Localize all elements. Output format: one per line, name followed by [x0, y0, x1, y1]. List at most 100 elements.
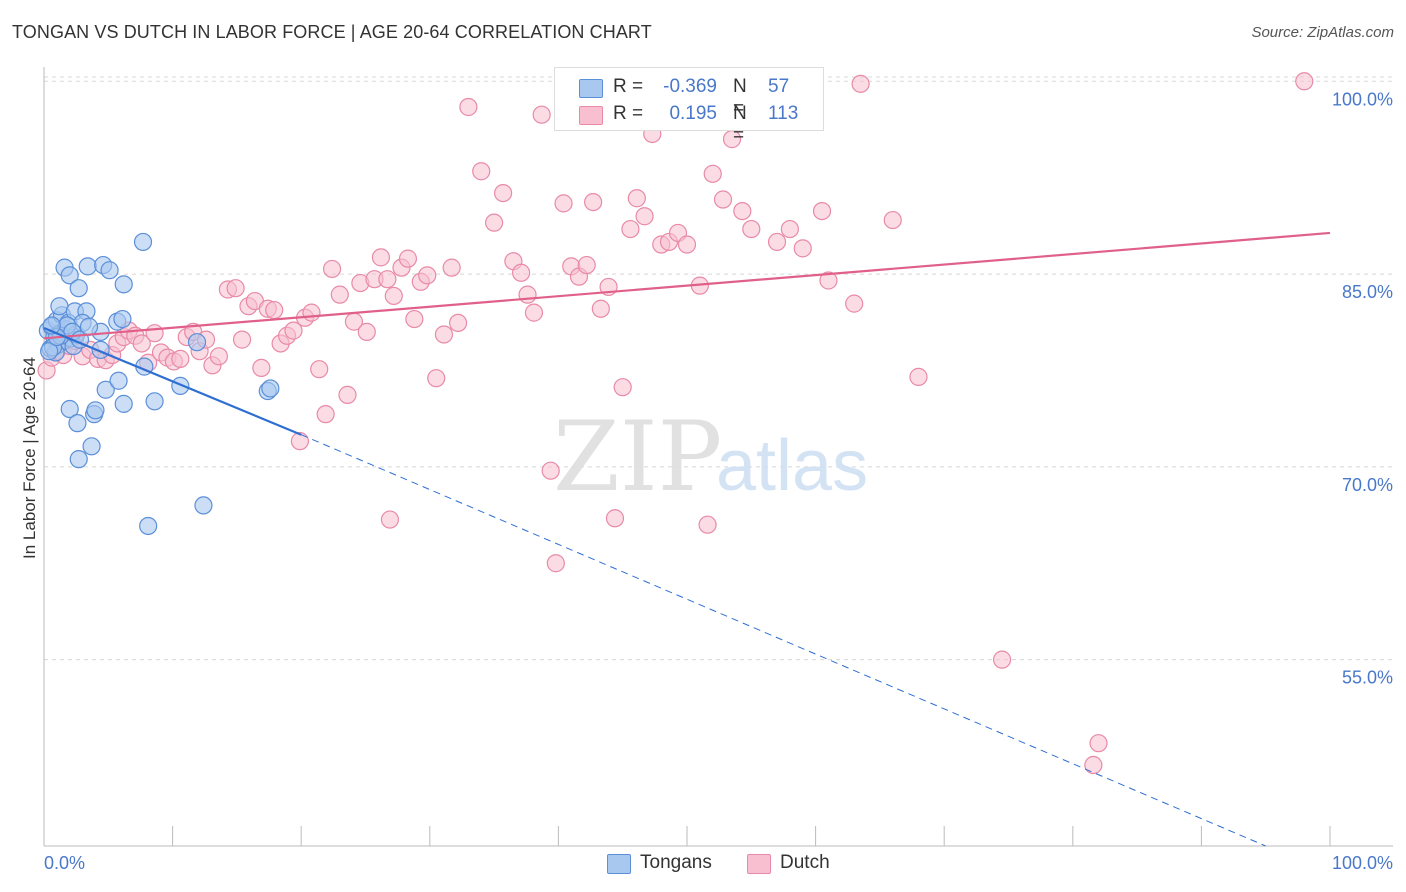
tongan-point	[139, 516, 158, 536]
dutch-point	[518, 285, 537, 304]
tongan-point	[109, 371, 128, 390]
dutch-point	[584, 192, 603, 212]
watermark-atlas: atlas	[716, 426, 868, 506]
dutch-point	[621, 219, 640, 239]
tongan-point	[261, 379, 280, 398]
legend-n-value: 57	[768, 76, 790, 97]
dutch-point	[284, 321, 303, 340]
legend-swatch-dutch	[579, 106, 603, 125]
dutch-point	[459, 97, 478, 117]
dutch-point	[384, 286, 403, 306]
dutch-point	[742, 219, 761, 239]
tongan-point	[145, 392, 164, 411]
dutch-point	[434, 325, 454, 344]
dutch-point	[252, 358, 271, 377]
legend-r-label: R =	[613, 76, 644, 97]
dutch-point	[851, 74, 870, 93]
dutch-point	[780, 219, 799, 239]
dutch-point	[845, 294, 864, 313]
tongan-point	[114, 394, 133, 413]
tongan-point	[133, 232, 153, 252]
axes	[43, 67, 1393, 847]
dutch-point	[1089, 734, 1108, 753]
y-tick-label: 85.0%	[1342, 282, 1393, 302]
tongan-point	[79, 317, 99, 336]
tongan-point	[68, 414, 87, 433]
legend-n-value: 113	[768, 103, 799, 124]
dutch-point	[145, 324, 164, 343]
tongan-point	[100, 261, 119, 280]
y-tick-label: 100.0%	[1332, 89, 1393, 109]
tongan-point	[40, 342, 59, 361]
dutch-point	[591, 299, 610, 318]
dutch-point	[909, 367, 928, 386]
watermark: ZIP atlas	[553, 401, 868, 513]
dutch-point	[733, 201, 752, 221]
dutch-point	[371, 248, 391, 267]
bottom-legend-swatch-dutch	[747, 854, 771, 874]
tongan-point	[114, 275, 133, 294]
dutch-point	[322, 259, 342, 279]
dutch-point	[554, 194, 573, 213]
dutch-point	[812, 201, 832, 221]
bottom-legend-label-tongans: Tongans	[640, 852, 712, 873]
x-tick-label: 100.0%	[1332, 853, 1393, 873]
tongan-point	[194, 496, 213, 515]
dutch-point	[338, 385, 357, 404]
dutch-point	[703, 164, 722, 183]
tongan-point	[82, 437, 101, 456]
legend-n-label: N =	[733, 76, 747, 119]
y-tick-label: 55.0%	[1342, 668, 1393, 688]
dutch-point	[442, 258, 461, 277]
legend-r-value: 0.195	[669, 103, 717, 124]
dutch-point	[427, 369, 446, 388]
dutch-point	[635, 207, 654, 226]
chart-title: TONGAN VS DUTCH IN LABOR FORCE | AGE 20-…	[12, 22, 652, 42]
legend-r-value: -0.369	[663, 76, 717, 97]
dutch-point	[767, 232, 787, 252]
dutch-point	[330, 285, 349, 304]
dutch-point	[512, 263, 531, 282]
source-label: Source: ZipAtlas.com	[1251, 24, 1394, 41]
tongan-point	[96, 380, 115, 399]
x-tick-label: 0.0%	[44, 853, 85, 873]
tongan-point	[113, 309, 132, 329]
dutch-point	[448, 313, 468, 333]
dutch-point	[418, 266, 437, 285]
dutch-point	[605, 509, 625, 528]
dutch-point	[532, 105, 551, 124]
dutch-point	[1295, 72, 1314, 91]
dutch-point	[524, 303, 544, 322]
dutch-point	[472, 162, 491, 181]
watermark-zip: ZIP	[553, 401, 722, 513]
trendlines	[43, 231, 1331, 847]
dutch-trendline	[43, 231, 1331, 340]
y-tick-label: 70.0%	[1342, 475, 1393, 495]
dutch-point	[546, 554, 565, 573]
correlation-legend: R = -0.369 N = 57 R = 0.195 N = 113	[554, 67, 824, 146]
dutch-point	[398, 249, 418, 268]
tongan-point	[50, 297, 69, 316]
dutch-point	[310, 360, 329, 379]
tongan-point	[60, 399, 79, 419]
tongan-point	[69, 450, 88, 469]
dutch-point	[316, 405, 335, 424]
tongan-point	[78, 257, 97, 276]
bottom-legend-label-dutch: Dutch	[780, 852, 830, 873]
dutch-point	[290, 432, 310, 451]
tongan-point	[60, 266, 79, 285]
legend-swatch-tongans	[579, 79, 603, 98]
dutch-point	[302, 303, 321, 322]
dutch-point	[677, 235, 697, 254]
dutch-point	[992, 650, 1012, 669]
dutch-point	[485, 213, 504, 232]
legend-r-label: R =	[613, 103, 644, 124]
dutch-point	[232, 330, 252, 349]
dutch-point	[793, 239, 812, 258]
tongan-points	[38, 232, 280, 536]
dutch-point	[209, 347, 228, 366]
tongans-trendline-extension	[301, 434, 1266, 847]
dutch-point	[378, 270, 397, 289]
dutch-point	[1084, 755, 1103, 775]
